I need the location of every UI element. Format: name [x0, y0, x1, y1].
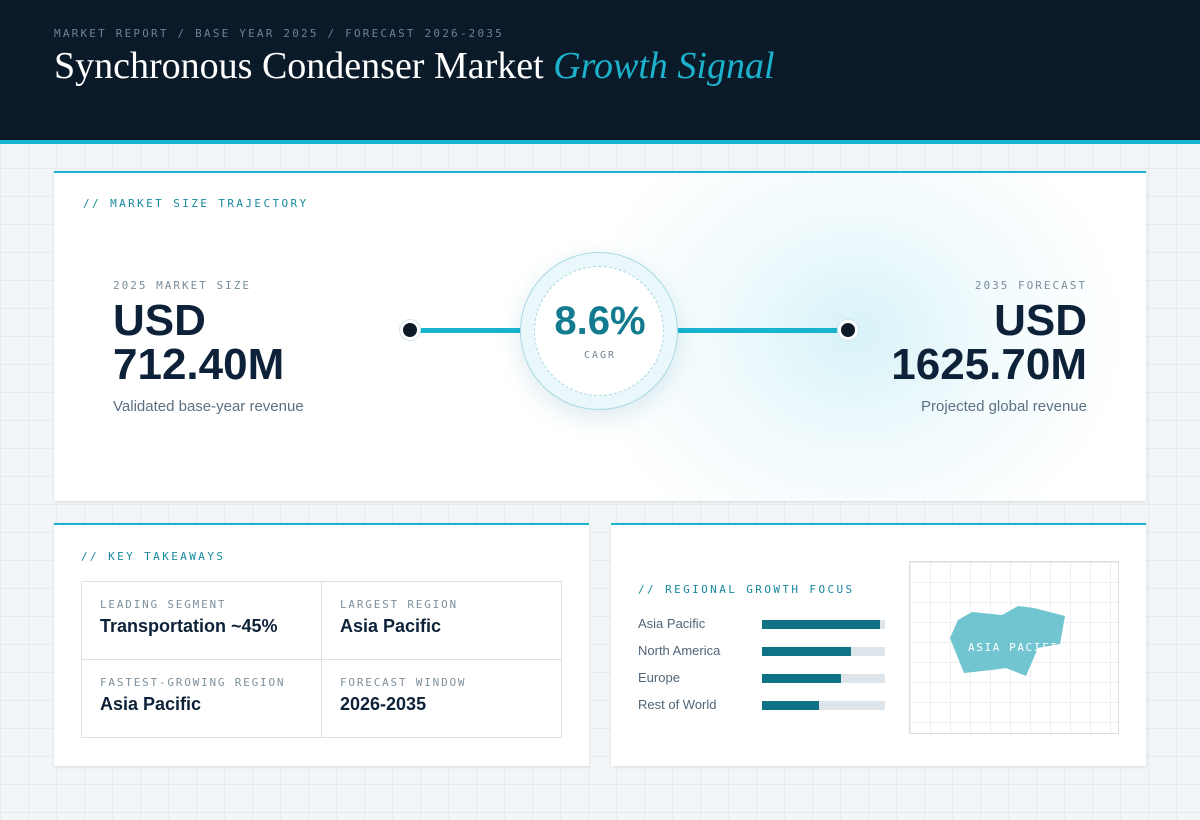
region-name: North America	[638, 643, 721, 658]
start-dot	[400, 320, 420, 340]
map-region-label: ASIA PACIFIC	[968, 641, 1067, 654]
page-title: Synchronous Condenser Market Growth Sign…	[54, 44, 775, 88]
region-bar-track	[762, 701, 885, 710]
start-currency: USD	[113, 296, 206, 345]
asia-pacific-map-shape	[950, 606, 1065, 676]
trajectory-section-label: // MARKET SIZE TRAJECTORY	[83, 197, 309, 210]
report-header: MARKET REPORT / BASE YEAR 2025 / FORECAS…	[0, 0, 1200, 144]
end-dot	[838, 320, 858, 340]
region-bar-fill	[762, 674, 841, 683]
takeaway-label: LEADING SEGMENT	[100, 598, 227, 611]
trajectory-line-left	[414, 328, 530, 333]
takeaway-label: FASTEST-GROWING REGION	[100, 676, 286, 689]
end-value: 1625.70M	[891, 340, 1087, 389]
region-bar-row: Europe	[638, 668, 888, 688]
region-name: Rest of World	[638, 697, 717, 712]
takeaway-forecast-window: FORECAST WINDOW 2026-2035	[321, 659, 561, 737]
end-caption: 2035 FORECAST	[974, 279, 1087, 292]
region-bar-fill	[762, 620, 881, 629]
region-name: Europe	[638, 670, 680, 685]
page-title-main: Synchronous Condenser Market	[54, 45, 544, 87]
regional-growth-card: // REGIONAL GROWTH FOCUS Asia Pacific Nor…	[611, 523, 1146, 766]
cagr-value: 8.6%	[554, 299, 646, 343]
region-map: ASIA PACIFIC	[909, 561, 1119, 734]
takeaway-fastest-growing-region: FASTEST-GROWING REGION Asia Pacific	[82, 659, 322, 737]
region-name: Asia Pacific	[638, 616, 706, 631]
takeaway-leading-segment: LEADING SEGMENT Transportation ~45%	[82, 582, 322, 660]
breadcrumb: MARKET REPORT / BASE YEAR 2025 / FORECAS…	[54, 27, 504, 40]
end-note: Projected global revenue	[921, 398, 1087, 415]
start-note: Validated base-year revenue	[113, 398, 304, 415]
takeaway-value: Asia Pacific	[100, 694, 202, 714]
region-bar-fill	[762, 701, 819, 710]
region-bar-row: Rest of World	[638, 695, 888, 715]
takeaway-value: 2026-2035	[340, 694, 427, 714]
region-bar-fill	[762, 647, 851, 656]
takeaways-grid: LEADING SEGMENT Transportation ~45% LARG…	[81, 581, 562, 738]
region-bar-row: Asia Pacific	[638, 614, 888, 634]
cagr-label: CAGR	[583, 350, 617, 361]
trajectory-line-right	[668, 328, 838, 333]
regional-section-label: // REGIONAL GROWTH FOCUS	[638, 583, 855, 596]
cagr-inner-ring: 8.6% CAGR	[534, 266, 664, 396]
takeaway-label: FORECAST WINDOW	[340, 676, 467, 689]
region-bar-track	[762, 620, 885, 629]
page-title-accent: Growth Signal	[553, 45, 775, 87]
region-bar-track	[762, 647, 885, 656]
region-bar-track	[762, 674, 885, 683]
start-caption: 2025 MARKET SIZE	[113, 279, 251, 292]
cagr-badge: 8.6% CAGR	[520, 252, 678, 410]
start-value: 712.40M	[113, 340, 285, 389]
end-currency: USD	[994, 296, 1087, 345]
takeaway-largest-region: LARGEST REGION Asia Pacific	[321, 582, 561, 660]
key-takeaways-card: // KEY TAKEAWAYS LEADING SEGMENT Transpo…	[54, 523, 589, 766]
region-bar-row: North America	[638, 641, 888, 661]
takeaways-section-label: // KEY TAKEAWAYS	[81, 550, 226, 563]
takeaway-value: Transportation ~45%	[100, 616, 278, 636]
market-size-trajectory-card: // MARKET SIZE TRAJECTORY 2025 MARKET SI…	[54, 171, 1146, 501]
takeaway-value: Asia Pacific	[340, 616, 442, 636]
takeaway-label: LARGEST REGION	[340, 598, 458, 611]
